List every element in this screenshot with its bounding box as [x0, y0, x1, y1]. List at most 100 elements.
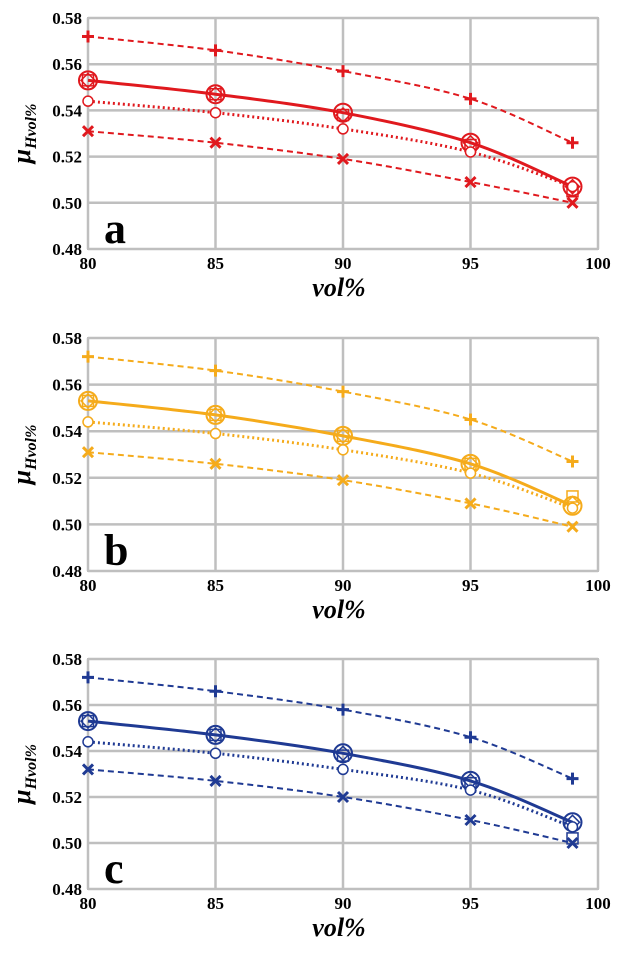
- data-point-square: [336, 429, 350, 443]
- y-axis-label: μHvol%: [7, 425, 40, 487]
- x-axis-label: vol%: [312, 595, 365, 624]
- data-point-circle-small: [337, 123, 349, 135]
- data-point-square: [336, 108, 350, 122]
- data-point-diamond: [79, 392, 97, 409]
- x-tick-label: 85: [207, 894, 224, 913]
- x-tick-label: 90: [335, 576, 352, 595]
- series-line-cross: [87, 130, 573, 204]
- panel-label: a: [104, 204, 126, 253]
- y-tick-label: 0.52: [52, 788, 82, 807]
- data-point-circle-small: [566, 180, 579, 193]
- data-point-circle-large: [78, 70, 98, 91]
- data-point-plus: [566, 455, 579, 468]
- x-axis-label: vol%: [312, 913, 365, 942]
- y-axis-label: μHvol%: [7, 744, 40, 806]
- data-point-square: [209, 728, 222, 742]
- data-point-cross: [209, 457, 222, 470]
- data-point-circle-large: [205, 724, 226, 745]
- data-point-square: [81, 74, 95, 87]
- y-tick-label: 0.48: [52, 240, 82, 259]
- data-point-cross: [81, 763, 95, 776]
- y-tick-label: 0.52: [52, 148, 82, 167]
- data-point-plus: [464, 731, 477, 744]
- series-line-circle-large: [87, 719, 574, 824]
- y-tick-label: 0.54: [52, 422, 82, 441]
- y-tick-label: 0.48: [52, 562, 82, 581]
- panel-label: b: [104, 526, 128, 575]
- y-tick-label: 0.54: [52, 101, 82, 120]
- data-point-circle-small: [464, 146, 477, 158]
- data-point-plus: [209, 44, 222, 57]
- plot-frame: [87, 17, 599, 250]
- x-tick-label: 100: [585, 894, 611, 913]
- chart-panel-c: 80 85 90 95 100 0.48 0.50 0.52 0.54 0.56 0.58 vol% μ…: [7, 650, 611, 942]
- data-point-circle-small: [209, 747, 222, 760]
- chart-panel-b: 80 85 90 95 100 0.48 0.50 0.52 0.54 0.56 0.58 vol% μ…: [7, 329, 611, 624]
- data-point-diamond: [207, 406, 224, 423]
- data-point-square: [209, 408, 222, 422]
- data-point-cross: [336, 474, 350, 487]
- data-point-plus: [566, 772, 579, 785]
- y-tick-label: 0.56: [52, 376, 82, 395]
- chart-panel-a: 80 85 90 95 100 0.48 0.50 0.52 0.54 0.56 0.58 vol% μ…: [7, 9, 611, 302]
- data-point-circle-small: [82, 95, 94, 107]
- data-point-diamond: [207, 86, 224, 103]
- data-point-circle-small: [82, 416, 94, 428]
- data-point-plus: [337, 65, 349, 78]
- series-line-cross: [87, 768, 573, 844]
- x-tick-label: 90: [335, 254, 352, 273]
- y-tick-label: 0.56: [52, 696, 82, 715]
- data-point-diamond: [79, 72, 97, 89]
- x-tick-label: 100: [585, 254, 611, 273]
- data-point-circle-small: [337, 444, 349, 456]
- series-line-circle-large: [87, 78, 574, 188]
- data-point-plus: [566, 136, 579, 149]
- data-point-plus: [464, 92, 477, 105]
- data-point-plus: [209, 364, 222, 377]
- data-point-plus: [464, 413, 477, 426]
- data-point-circle-large: [78, 390, 98, 411]
- data-point-square: [336, 749, 350, 762]
- data-point-cross: [464, 175, 477, 189]
- y-tick-label: 0.58: [52, 9, 82, 28]
- y-tick-label: 0.58: [52, 650, 82, 669]
- data-point-cross: [336, 790, 350, 804]
- data-point-circle-small: [209, 427, 222, 440]
- data-point-circle-small: [464, 784, 477, 796]
- data-point-cross: [566, 520, 579, 533]
- data-point-cross: [81, 125, 95, 138]
- data-point-circle-large: [78, 711, 98, 732]
- data-point-cross: [209, 774, 222, 787]
- data-point-cross: [464, 813, 477, 827]
- x-tick-label: 100: [585, 576, 611, 595]
- data-point-square: [81, 394, 95, 408]
- data-point-plus: [82, 671, 94, 684]
- data-point-circle-large: [333, 743, 353, 764]
- x-tick-label: 90: [335, 894, 352, 913]
- y-tick-label: 0.54: [52, 742, 82, 761]
- data-point-circle-small: [566, 821, 579, 833]
- series-line-circle-large: [87, 399, 574, 508]
- x-tick-label: 85: [207, 254, 224, 273]
- x-tick-label: 95: [462, 576, 479, 595]
- panel-label: c: [104, 844, 124, 893]
- series-line-plus: [87, 355, 573, 463]
- data-point-circle-small: [566, 502, 579, 514]
- data-point-circle-small: [82, 736, 94, 748]
- y-tick-label: 0.50: [52, 834, 82, 853]
- x-axis-label: vol%: [312, 273, 365, 302]
- x-tick-label: 85: [207, 576, 224, 595]
- series-line-plus: [87, 676, 573, 780]
- data-point-square: [209, 87, 222, 101]
- data-point-diamond: [207, 726, 224, 743]
- series-line-cross: [87, 451, 573, 528]
- data-point-cross: [566, 836, 579, 850]
- data-point-plus: [337, 703, 349, 716]
- data-point-circle-large: [562, 176, 583, 197]
- data-point-plus: [337, 385, 349, 398]
- data-point-cross: [81, 446, 95, 459]
- data-point-plus: [82, 350, 94, 363]
- data-point-cross: [464, 497, 477, 510]
- data-point-square: [566, 490, 579, 503]
- y-tick-label: 0.58: [52, 329, 82, 348]
